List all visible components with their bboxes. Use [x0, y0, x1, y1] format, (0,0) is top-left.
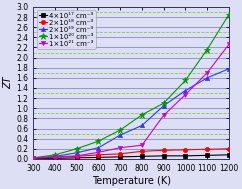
2×10¹⁹ cm⁻³: [184, 89, 187, 92]
1×10²⁰ cm⁻³: [97, 140, 100, 142]
1×10²⁰ cm⁻³: [53, 154, 56, 156]
2×10¹⁹ cm⁻³: [162, 105, 165, 107]
2×10¹⁹ cm⁻³: [206, 77, 209, 79]
2×10¹⁹ cm⁻³: [32, 157, 35, 159]
Line: 4×10¹⁷ cm⁻³: 4×10¹⁷ cm⁻³: [31, 153, 231, 160]
2×10¹⁹ cm⁻³: [97, 147, 100, 149]
2×10¹⁸ cm⁻³: [97, 154, 100, 156]
2×10¹⁸ cm⁻³: [53, 156, 56, 159]
2×10¹⁸ cm⁻³: [75, 155, 78, 157]
4×10¹⁷ cm⁻³: [32, 157, 35, 160]
2×10¹⁸ cm⁻³: [227, 148, 230, 150]
4×10¹⁷ cm⁻³: [227, 154, 230, 156]
1×10²¹ cm⁻³: [32, 157, 35, 159]
4×10¹⁷ cm⁻³: [119, 156, 122, 158]
2×10¹⁹ cm⁻³: [141, 124, 144, 127]
4×10¹⁷ cm⁻³: [97, 156, 100, 159]
2×10¹⁸ cm⁻³: [206, 148, 209, 150]
2×10¹⁸ cm⁻³: [184, 149, 187, 151]
1×10²¹ cm⁻³: [206, 72, 209, 74]
2×10¹⁹ cm⁻³: [75, 152, 78, 154]
1×10²⁰ cm⁻³: [206, 48, 209, 51]
1×10²¹ cm⁻³: [141, 144, 144, 146]
1×10²⁰ cm⁻³: [32, 157, 35, 159]
2×10¹⁸ cm⁻³: [141, 150, 144, 152]
Line: 2×10¹⁸ cm⁻³: 2×10¹⁸ cm⁻³: [31, 147, 231, 160]
4×10¹⁷ cm⁻³: [162, 155, 165, 157]
4×10¹⁷ cm⁻³: [184, 155, 187, 157]
Line: 1×10²¹ cm⁻³: 1×10²¹ cm⁻³: [31, 42, 231, 160]
1×10²⁰ cm⁻³: [141, 114, 144, 116]
1×10²¹ cm⁻³: [53, 156, 56, 158]
2×10¹⁹ cm⁻³: [227, 68, 230, 70]
1×10²¹ cm⁻³: [75, 155, 78, 157]
1×10²¹ cm⁻³: [184, 93, 187, 96]
1×10²⁰ cm⁻³: [227, 13, 230, 16]
2×10¹⁸ cm⁻³: [162, 149, 165, 151]
X-axis label: Temperature (K): Temperature (K): [91, 176, 171, 186]
2×10¹⁹ cm⁻³: [119, 134, 122, 136]
1×10²⁰ cm⁻³: [75, 148, 78, 150]
Line: 1×10²⁰ cm⁻³: 1×10²⁰ cm⁻³: [30, 11, 232, 161]
4×10¹⁷ cm⁻³: [75, 157, 78, 159]
2×10¹⁸ cm⁻³: [32, 157, 35, 160]
4×10¹⁷ cm⁻³: [53, 157, 56, 160]
Legend: 4×10¹⁷ cm⁻³, 2×10¹⁸ cm⁻³, 2×10¹⁹ cm⁻³, 1×10²⁰ cm⁻³, 1×10²¹ cm⁻³: 4×10¹⁷ cm⁻³, 2×10¹⁸ cm⁻³, 2×10¹⁹ cm⁻³, 1…: [37, 10, 96, 49]
1×10²¹ cm⁻³: [97, 151, 100, 153]
1×10²¹ cm⁻³: [119, 147, 122, 149]
1×10²⁰ cm⁻³: [184, 79, 187, 81]
2×10¹⁹ cm⁻³: [53, 155, 56, 157]
1×10²⁰ cm⁻³: [162, 102, 165, 104]
Line: 2×10¹⁹ cm⁻³: 2×10¹⁹ cm⁻³: [31, 67, 231, 160]
2×10¹⁸ cm⁻³: [119, 153, 122, 155]
4×10¹⁷ cm⁻³: [206, 154, 209, 156]
1×10²⁰ cm⁻³: [119, 129, 122, 131]
Y-axis label: ZT: ZT: [3, 77, 14, 89]
1×10²¹ cm⁻³: [162, 114, 165, 116]
1×10²¹ cm⁻³: [227, 43, 230, 46]
4×10¹⁷ cm⁻³: [141, 155, 144, 157]
